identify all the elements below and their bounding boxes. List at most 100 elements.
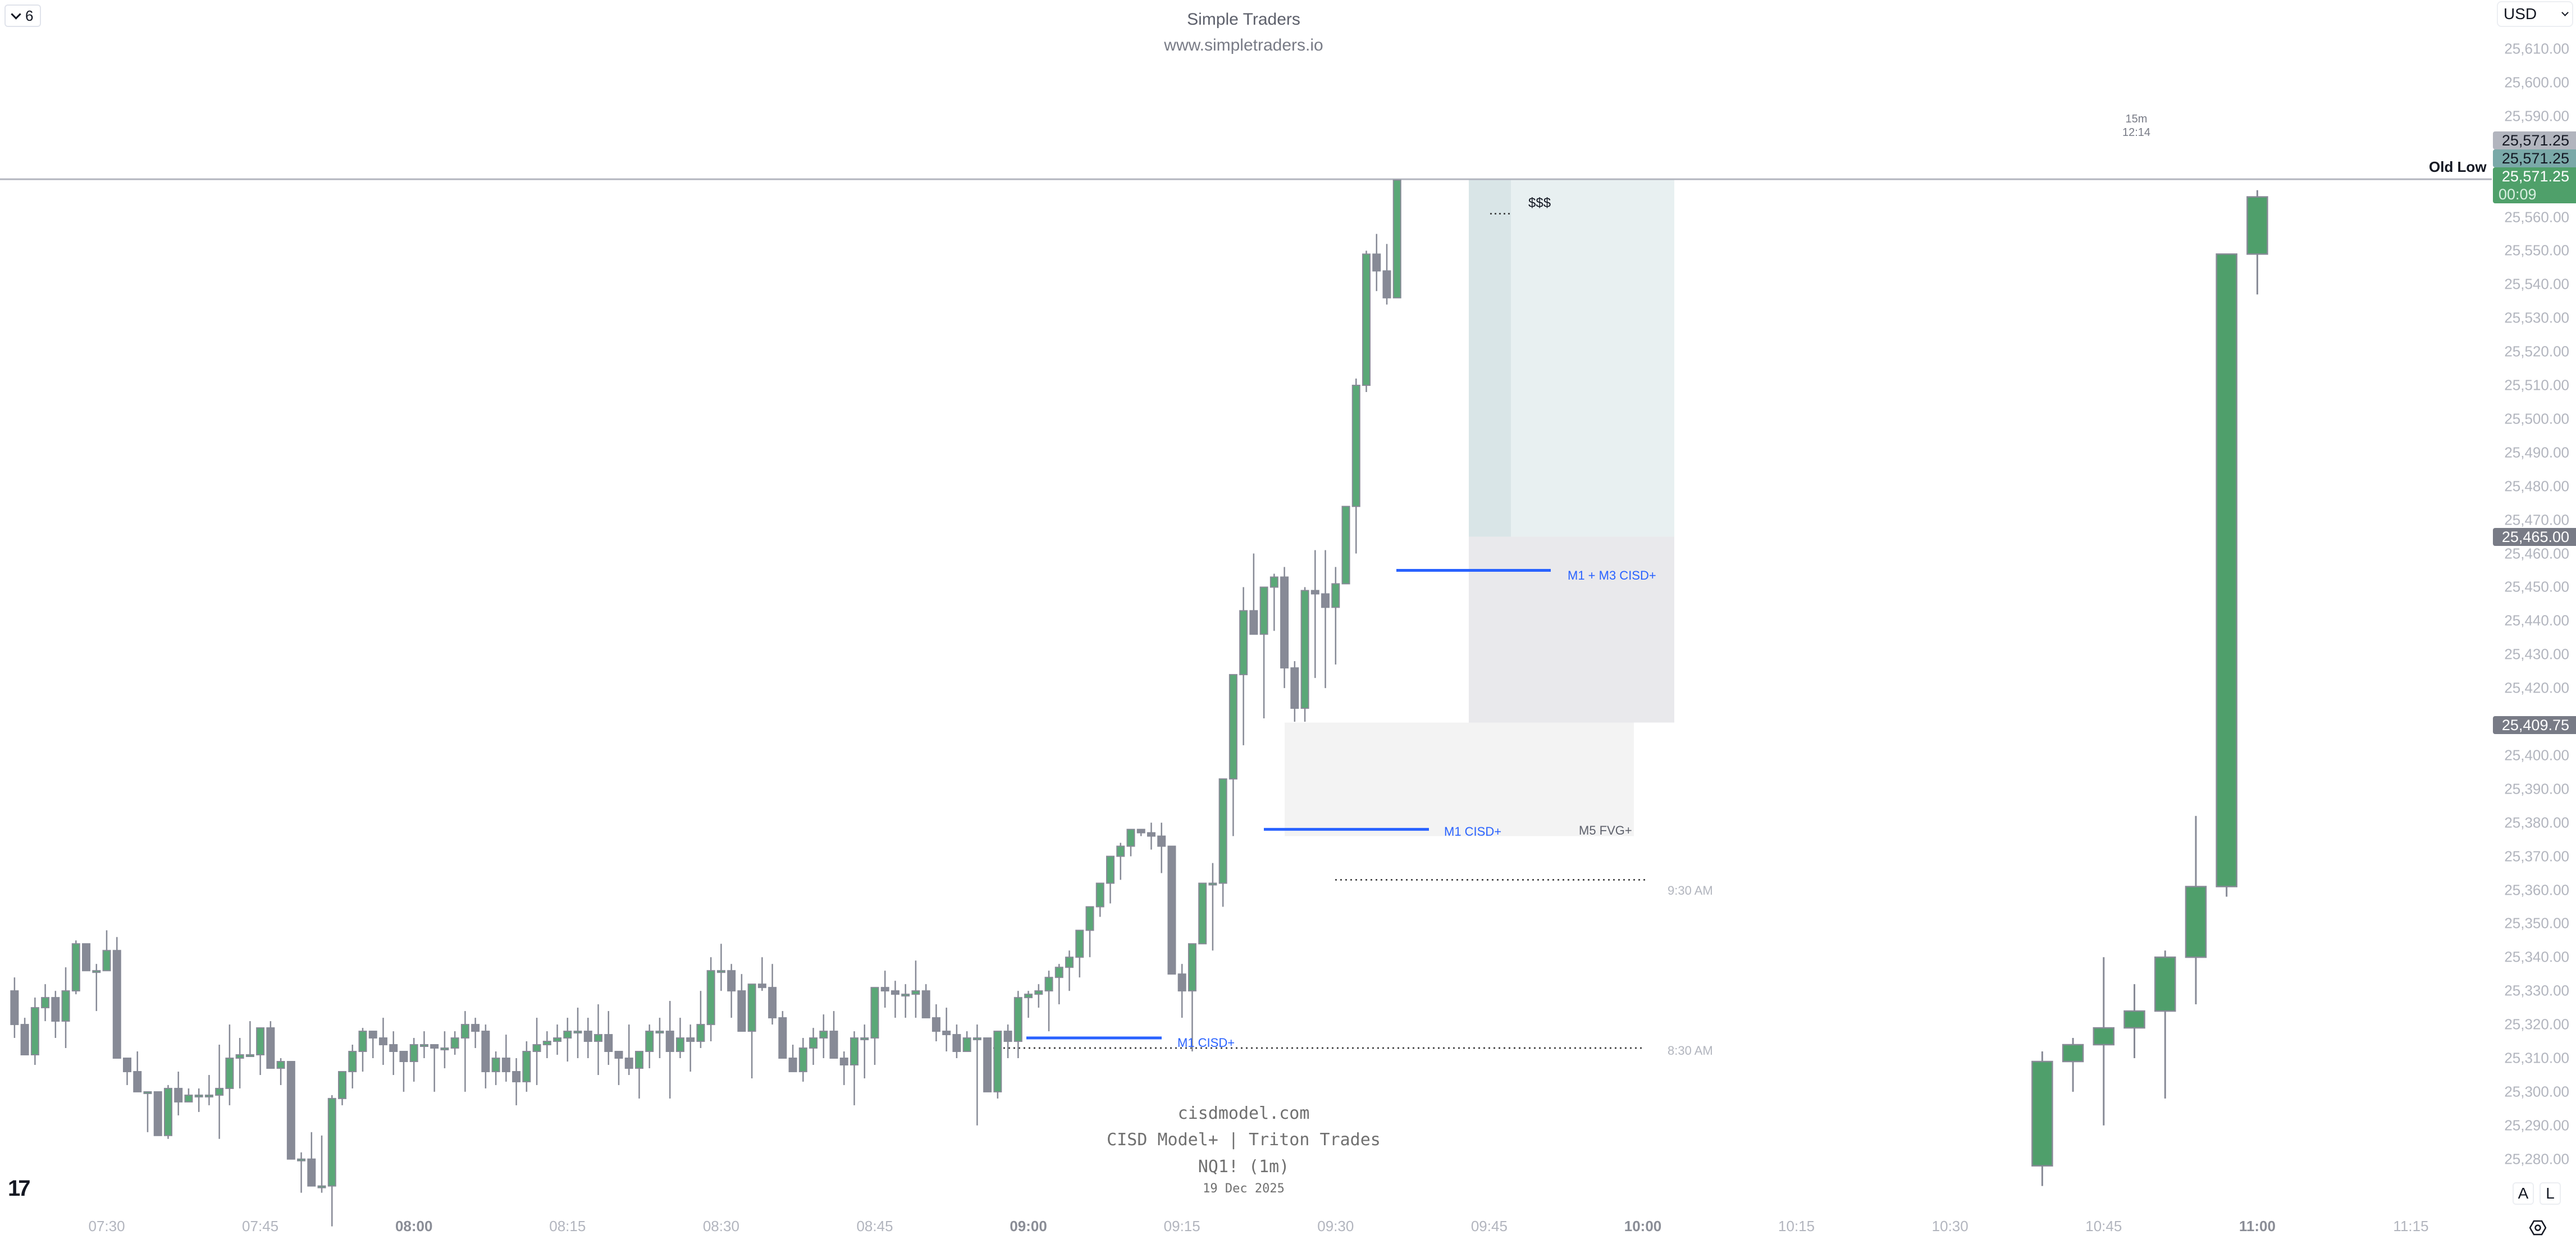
time-tick: 11:15 (2393, 1218, 2429, 1235)
candle-down (686, 1037, 695, 1042)
candle-up (634, 1051, 643, 1069)
target-range-highlight (1469, 179, 1511, 537)
candle-up (1126, 828, 1135, 847)
candle-up (1034, 990, 1043, 995)
candle-up (1013, 997, 1022, 1042)
time-tick: 07:45 (242, 1218, 279, 1235)
m1-cisd-lower-label: M1 CISD+ (1177, 1036, 1235, 1050)
candle-down (153, 1091, 162, 1136)
candle-down (1136, 828, 1145, 833)
candle-up (317, 1185, 326, 1188)
candle-up (993, 1031, 1002, 1092)
candle-up (450, 1037, 459, 1049)
price-tick: 25,310.00 (2504, 1049, 2569, 1067)
candle-up (747, 983, 756, 1032)
candle-up (819, 1031, 828, 1039)
log-scale-button[interactable]: L (2540, 1182, 2561, 1205)
candle-up (491, 1058, 500, 1072)
candle-up (102, 950, 111, 972)
tradingview-logo-icon[interactable]: 17 (8, 1176, 30, 1201)
candle-down (880, 987, 889, 992)
htf-candle-up (2093, 1027, 2115, 1046)
candle-up (809, 1037, 818, 1049)
premium-range-zone (1469, 536, 1674, 723)
candle-up (1024, 994, 1033, 999)
candle-up (30, 1007, 39, 1056)
candle-up (1198, 882, 1207, 945)
candle-up (1095, 882, 1104, 908)
candle-up (911, 990, 920, 995)
price-tick: 25,280.00 (2504, 1150, 2569, 1168)
candle-up (594, 1034, 603, 1042)
candle-down (266, 1027, 275, 1069)
currency-label: USD (2504, 5, 2537, 22)
candle-up (297, 1158, 306, 1161)
candle-down (829, 1031, 838, 1059)
htf-candle-up (2216, 253, 2237, 887)
htf-countdown: 12:14 (2122, 126, 2151, 139)
candle-down (1372, 253, 1381, 272)
candle-up (553, 1037, 562, 1042)
price-tick: 25,430.00 (2504, 645, 2569, 663)
price-badge: 25,571.25 00:09 (2493, 167, 2576, 203)
candle-up (1187, 943, 1196, 992)
candle-up (1116, 845, 1125, 857)
time-tick: 08:30 (702, 1218, 739, 1235)
candle-up (215, 1087, 224, 1096)
candle-down (20, 1024, 29, 1056)
price-tick: 25,450.00 (2504, 578, 2569, 595)
candle-up (1075, 930, 1084, 958)
candle-up (1269, 576, 1278, 588)
settings-gear-icon[interactable] (2529, 1220, 2546, 1236)
candle-up (1392, 179, 1401, 299)
m5-fvg-zone (1285, 722, 1634, 836)
htf-candle-up (2123, 1010, 2145, 1029)
candle-up (532, 1044, 541, 1053)
price-badge: 25,465.00 (2493, 528, 2576, 546)
htf-candle-up (2062, 1044, 2084, 1063)
footer-date: 19 Dec 2025 (1203, 1182, 1285, 1196)
candle-up (163, 1087, 172, 1136)
interval-selector[interactable]: 6 (4, 4, 42, 27)
candle-up (409, 1044, 418, 1062)
htf-candle-up (2246, 196, 2268, 255)
time-tick: 09:45 (1470, 1218, 1508, 1235)
candle-down (952, 1034, 961, 1053)
price-tick: 25,370.00 (2504, 848, 2569, 865)
candle-up (92, 970, 101, 973)
price-badge-value: 25,465.00 (2501, 529, 2569, 545)
footer-symbol: NQ1! (1m) (1198, 1157, 1290, 1177)
auto-scale-button[interactable]: A (2513, 1182, 2534, 1205)
price-tick: 25,380.00 (2504, 814, 2569, 831)
htf-candle-up (2031, 1060, 2053, 1167)
price-badge-value: 25,409.75 (2501, 717, 2569, 734)
candle-down (307, 1158, 316, 1187)
candle-down (614, 1051, 623, 1059)
candle-down (583, 1031, 592, 1042)
price-tick: 25,470.00 (2504, 511, 2569, 529)
footer-name: CISD Model+ | Triton Trades (1107, 1130, 1381, 1150)
candle-up (358, 1031, 367, 1053)
candle-up (1341, 505, 1350, 585)
price-tick: 25,360.00 (2504, 881, 2569, 898)
candle-down (10, 990, 19, 1026)
price-tick: 25,350.00 (2504, 914, 2569, 932)
candle-up (225, 1058, 234, 1089)
candle-down (737, 990, 746, 1032)
candle-down (378, 1037, 387, 1046)
candle-up (61, 990, 70, 1022)
price-tick: 25,520.00 (2504, 343, 2569, 360)
candle-up (522, 1051, 531, 1082)
time-tick: 10:30 (1931, 1218, 1968, 1235)
candle-down (286, 1060, 295, 1160)
footer-site: cisdmodel.com (1177, 1104, 1310, 1123)
candle-down (757, 983, 766, 989)
htf-timeframe: 15m (2125, 113, 2148, 125)
candle-up (194, 1094, 203, 1097)
candle-down (1167, 845, 1176, 975)
candle-up (972, 1037, 981, 1041)
currency-selector[interactable]: USD (2497, 1, 2573, 27)
price-badge: 25,571.25 (2493, 149, 2576, 167)
candle-up (245, 1054, 254, 1058)
